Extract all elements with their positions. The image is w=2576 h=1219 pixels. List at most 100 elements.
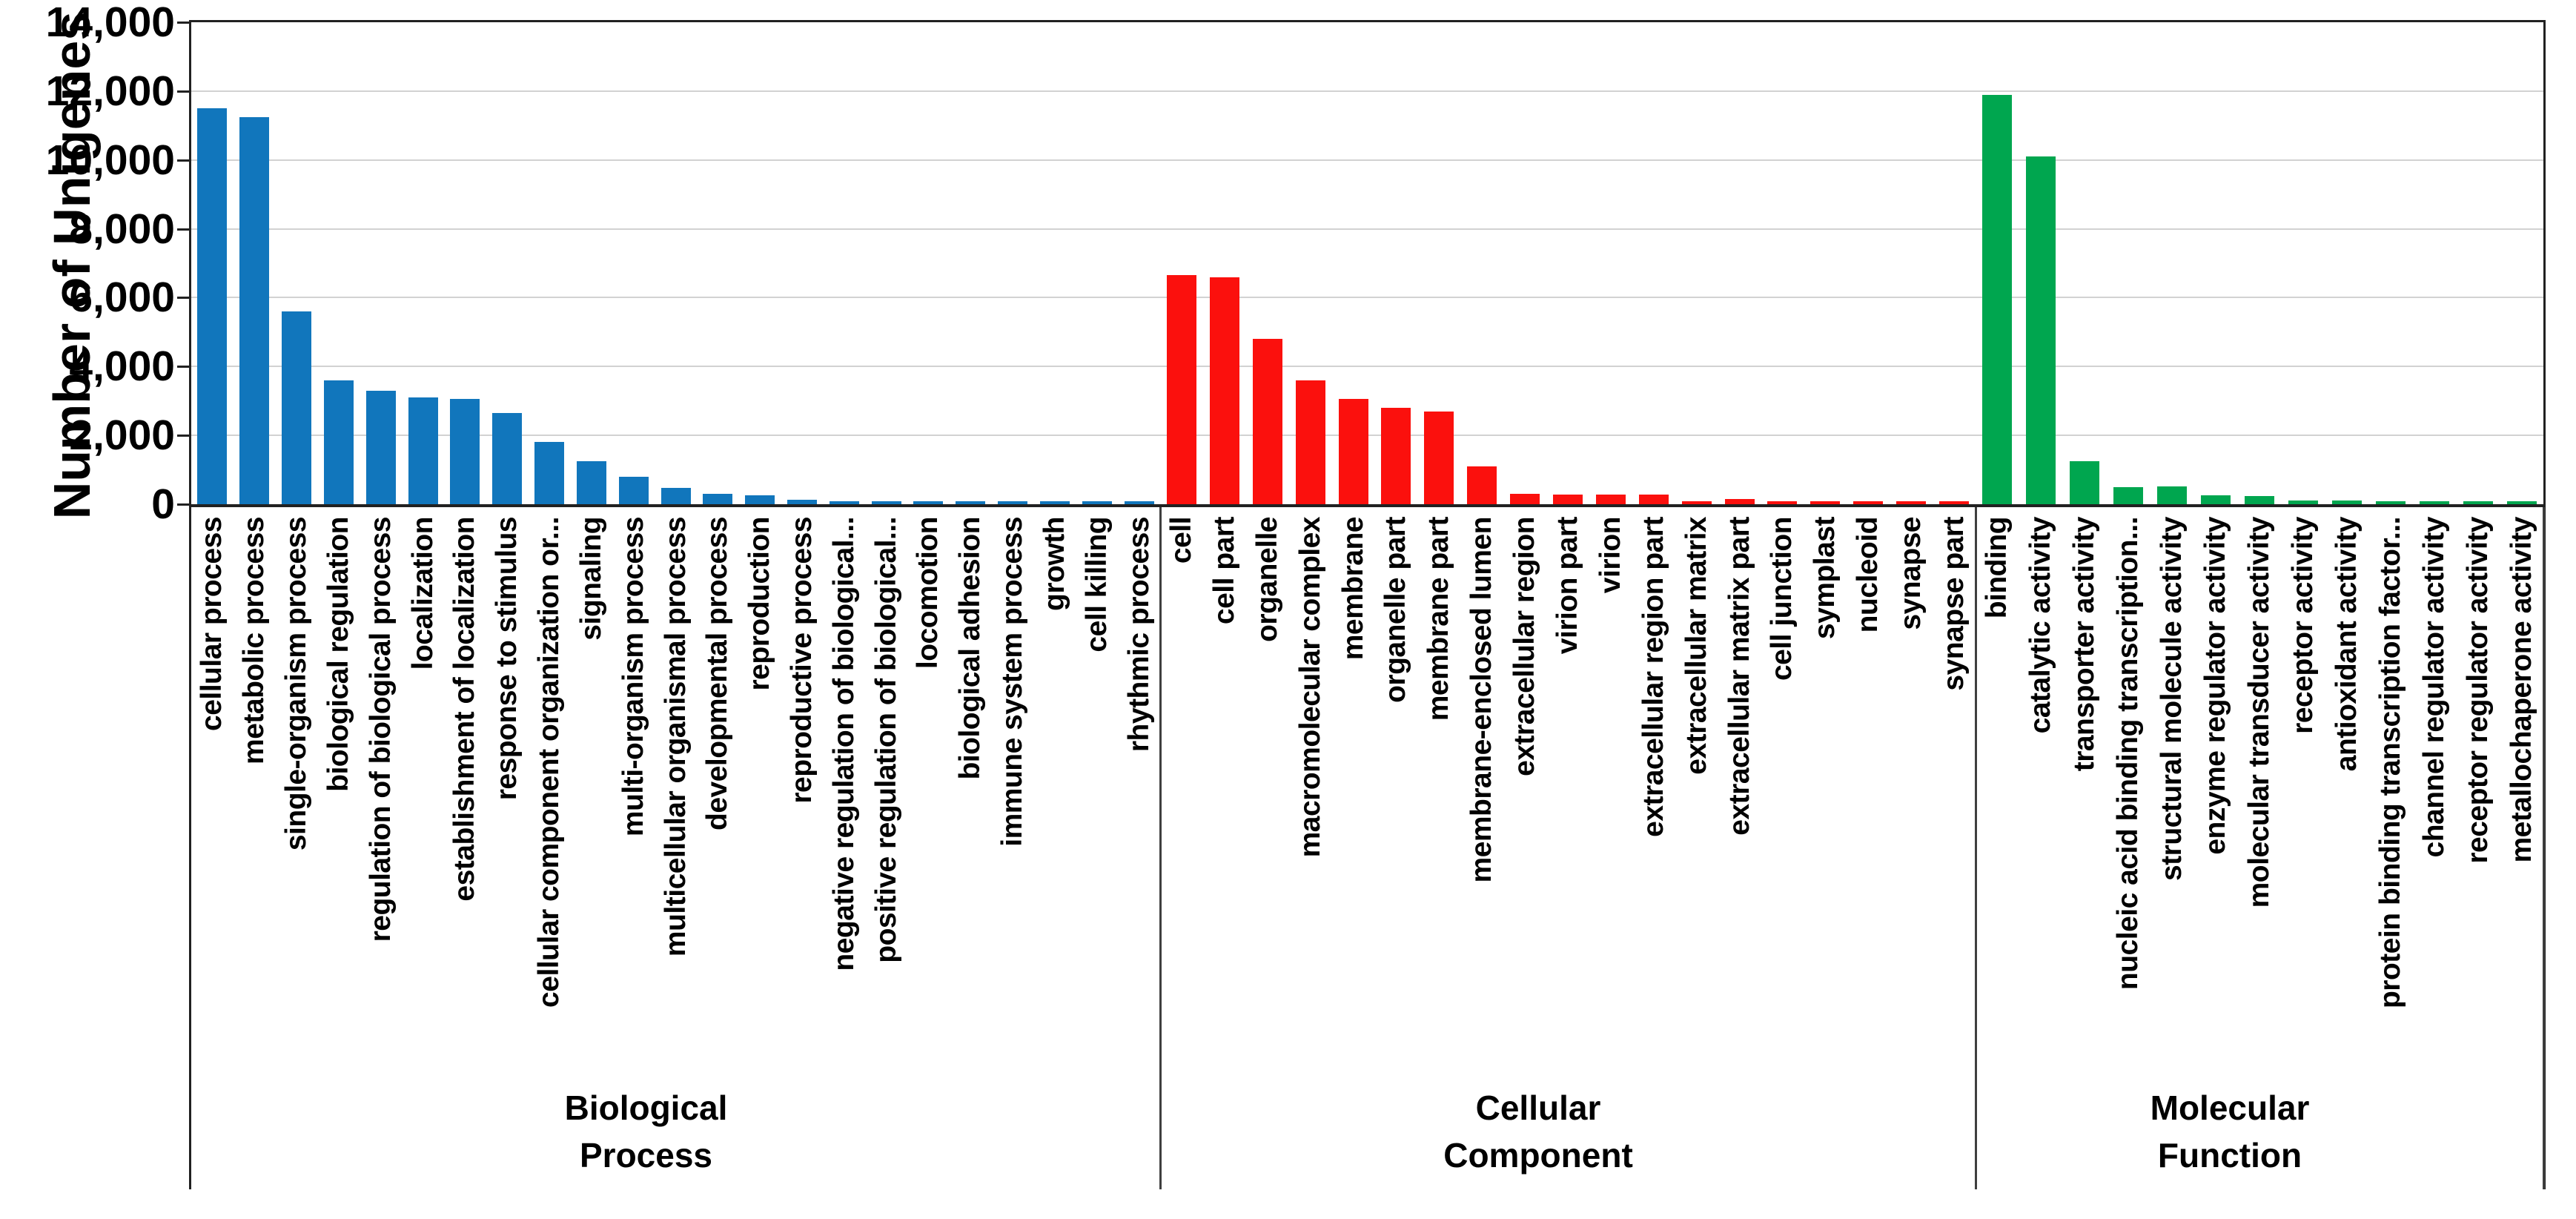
bar-label: enzyme regulator activity: [2199, 517, 2232, 855]
bar: [1724, 499, 1755, 504]
y-tick-mark: [177, 22, 189, 24]
bar-label: signaling: [575, 517, 607, 641]
bar-label: extracellular matrix: [1680, 517, 1712, 775]
y-tick-label: 6,000: [69, 274, 175, 322]
bar-label: negative regulation of biological...: [827, 517, 860, 971]
bar-label: positive regulation of biological...: [870, 517, 902, 963]
bar: [1982, 94, 2013, 504]
y-tick-mark: [177, 90, 189, 93]
bar: [2288, 501, 2318, 504]
group-caption-line: Component: [1443, 1136, 1633, 1175]
bar-label: regulation of biological process: [364, 517, 397, 942]
y-tick-mark: [177, 435, 189, 437]
bar: [1939, 501, 1970, 504]
bar-label: extracellular region part: [1637, 517, 1669, 837]
bar-label: cellular process: [196, 517, 228, 731]
bar: [1338, 399, 1368, 504]
bar-label: cell killing: [1080, 517, 1113, 653]
bar: [408, 397, 438, 504]
bar: [2026, 156, 2056, 504]
bar: [1166, 275, 1196, 504]
bar: [1681, 501, 1712, 504]
bar: [365, 390, 396, 504]
bar-label: cell: [1165, 517, 1197, 564]
bar-label: catalytic activity: [2024, 517, 2057, 734]
group-caption: Biological Process: [565, 1084, 728, 1179]
y-tick-label: 12,000: [45, 67, 175, 115]
bar: [1124, 501, 1154, 504]
bar-label: biological regulation: [322, 517, 354, 792]
bar: [956, 501, 986, 504]
bar-label: cell junction: [1766, 517, 1798, 681]
bar: [2331, 501, 2362, 504]
group-caption-line: Cellular: [1475, 1088, 1601, 1127]
bar-label: rhythmic process: [1122, 517, 1155, 753]
bar-label: virion: [1594, 517, 1626, 594]
group-caption: Molecular Function: [2150, 1084, 2310, 1179]
bar-label: molecular transducer activity: [2243, 517, 2275, 908]
bar-label: reproductive process: [785, 517, 818, 804]
bar-label: nucleic acid binding transcription...: [2112, 517, 2145, 991]
bar-label: growth: [1038, 517, 1070, 611]
bar: [871, 501, 901, 504]
bar: [1510, 494, 1540, 504]
bar: [1553, 495, 1583, 504]
bar: [1424, 411, 1454, 504]
bar: [2113, 486, 2144, 504]
bar: [1810, 501, 1841, 504]
bar: [1039, 501, 1070, 504]
bar: [1467, 466, 1497, 504]
bar: [787, 499, 817, 504]
y-tick-label: 4,000: [69, 343, 175, 391]
bar-label: membrane: [1337, 517, 1369, 661]
bar-label: biological adhesion: [954, 517, 987, 780]
gridline: [191, 159, 2543, 161]
group-caption: Cellular Component: [1443, 1084, 1633, 1179]
bar: [534, 442, 565, 504]
group-caption-line: Molecular: [2150, 1088, 2310, 1127]
group-caption-line: Process: [579, 1136, 712, 1175]
bar-label: organelle part: [1380, 517, 1412, 703]
bar-label: binding: [1981, 517, 2013, 619]
bar: [576, 460, 606, 504]
bar: [618, 476, 649, 504]
y-tick-label: 0: [151, 480, 175, 528]
bar: [2375, 501, 2406, 504]
bar-label: macromolecular complex: [1294, 517, 1326, 858]
bar-label: nucleoid: [1852, 517, 1884, 633]
bar-label: locomotion: [912, 517, 944, 670]
y-tick-label: 14,000: [45, 0, 175, 46]
bar-label: receptor activity: [2286, 517, 2319, 734]
bar: [2506, 501, 2537, 504]
bar: [1209, 277, 1239, 504]
bar: [913, 501, 944, 504]
bar: [745, 495, 775, 504]
bar: [1638, 495, 1669, 504]
bar: [2419, 501, 2449, 504]
bar: [2245, 495, 2274, 504]
bar-label: cell part: [1208, 517, 1240, 625]
bar: [2201, 495, 2231, 504]
bar: [998, 501, 1028, 504]
bar: [2070, 460, 2100, 504]
bar: [1295, 380, 1325, 504]
bar-label: metabolic process: [238, 517, 271, 764]
y-tick-mark: [177, 297, 189, 300]
bar-label: membrane-enclosed lumen: [1466, 517, 1498, 883]
bar: [2157, 486, 2188, 504]
bar-label: organelle: [1251, 517, 1283, 642]
bar-label: structural molecule activity: [2156, 517, 2188, 882]
y-tick-mark: [177, 228, 189, 231]
section-divider: [1975, 504, 1977, 1189]
bar: [323, 380, 354, 504]
group-caption-line: Biological: [564, 1088, 728, 1127]
bar-label: virion part: [1552, 517, 1583, 655]
bar-label: cellular component organization or...: [533, 517, 566, 1008]
y-tick-label: 10,000: [45, 136, 175, 184]
bar-label: channel regulator activity: [2417, 517, 2450, 858]
bar: [2463, 501, 2493, 504]
y-tick-label: 2,000: [69, 412, 175, 460]
bar-label: membrane part: [1423, 517, 1455, 721]
x-axis-line: [189, 504, 2546, 507]
